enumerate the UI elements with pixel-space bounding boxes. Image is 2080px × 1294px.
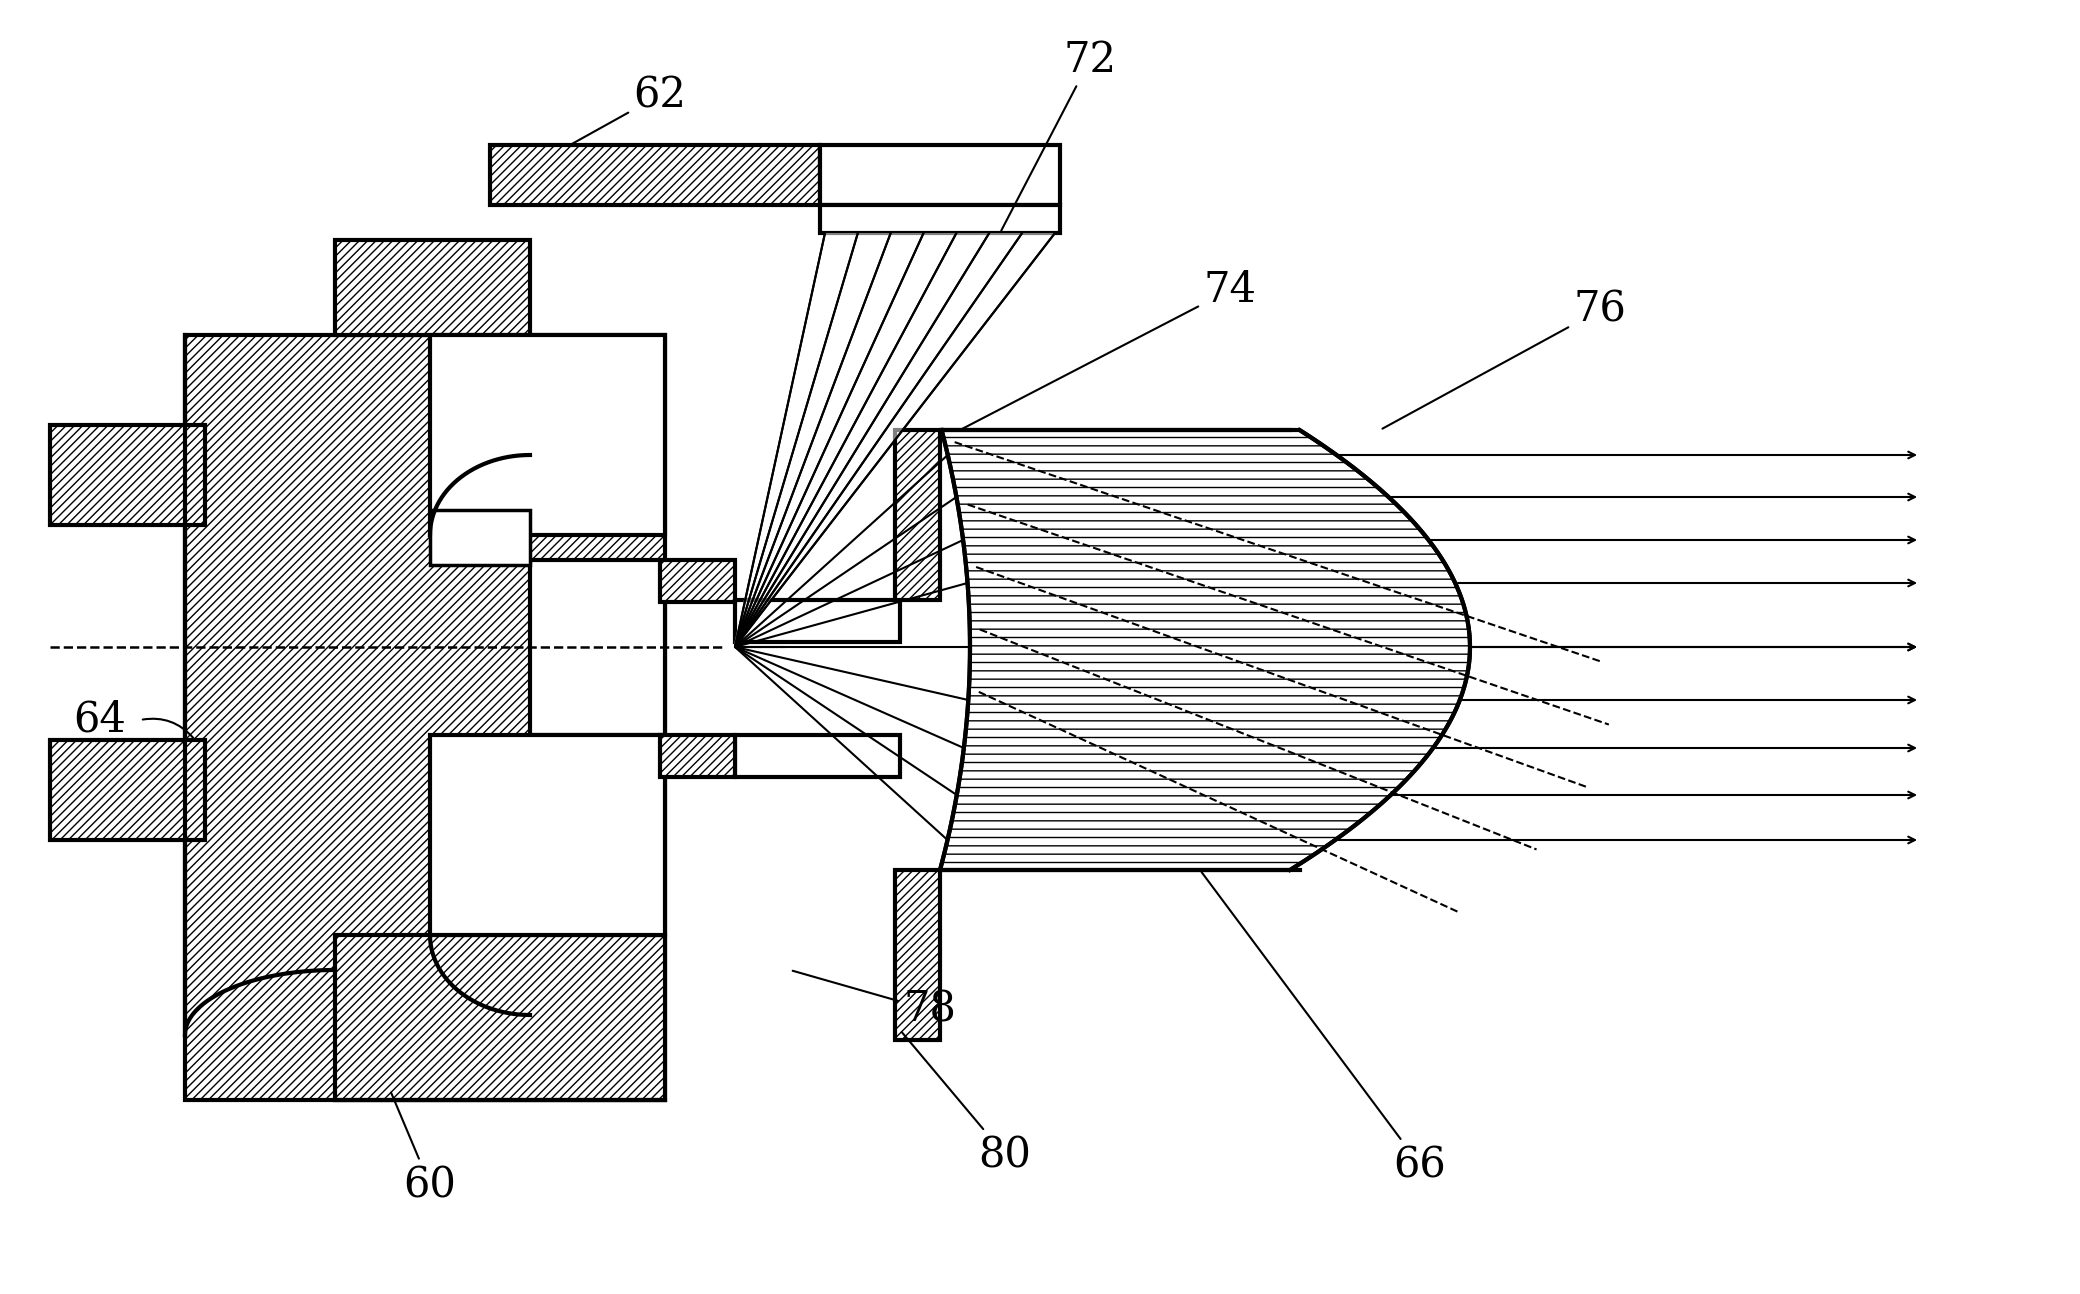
- Text: 80: 80: [903, 1033, 1032, 1176]
- Bar: [491, 145, 820, 204]
- Text: 74: 74: [963, 269, 1256, 428]
- Bar: [50, 740, 206, 840]
- Bar: [185, 335, 666, 1100]
- Bar: [894, 870, 940, 1040]
- Bar: [820, 204, 1061, 233]
- Bar: [335, 239, 530, 335]
- Bar: [431, 510, 530, 565]
- Polygon shape: [940, 430, 1471, 870]
- Bar: [734, 600, 901, 642]
- Polygon shape: [732, 233, 1055, 650]
- Text: 72: 72: [1000, 39, 1117, 230]
- Polygon shape: [335, 936, 666, 1100]
- Bar: [530, 560, 666, 735]
- Text: 78: 78: [792, 970, 957, 1031]
- Text: 64: 64: [73, 699, 127, 741]
- Text: 62: 62: [572, 74, 686, 144]
- FancyArrowPatch shape: [144, 718, 193, 738]
- Text: 76: 76: [1383, 289, 1627, 428]
- Bar: [659, 735, 734, 776]
- Text: 66: 66: [1202, 872, 1446, 1187]
- Bar: [820, 145, 1061, 204]
- Bar: [659, 560, 734, 602]
- Bar: [894, 430, 940, 600]
- Bar: [431, 335, 666, 534]
- Bar: [50, 424, 206, 525]
- Bar: [431, 735, 666, 936]
- Text: 60: 60: [391, 1092, 456, 1206]
- Bar: [734, 735, 901, 776]
